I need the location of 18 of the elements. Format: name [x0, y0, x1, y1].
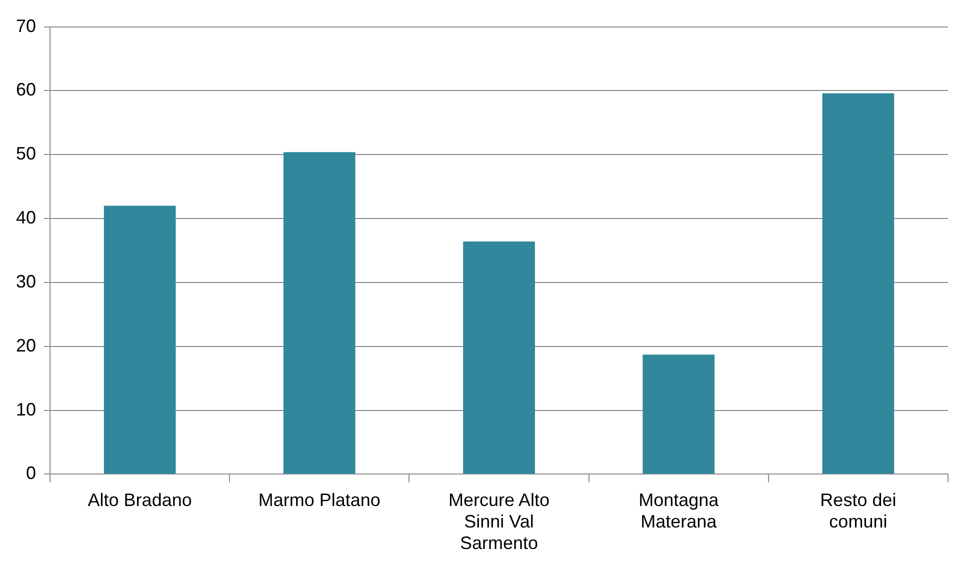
y-tick-label: 60 — [16, 80, 36, 100]
bar — [822, 93, 894, 474]
x-tick-label: Montagna Materana — [638, 490, 720, 532]
bar — [283, 152, 356, 474]
y-tick-label: 20 — [16, 335, 36, 356]
y-tick-label: 0 — [26, 463, 36, 484]
x-tick-label: Resto dei comuni — [820, 490, 896, 532]
y-tick-label: 30 — [16, 271, 36, 292]
y-tick-label: 10 — [16, 399, 36, 420]
bar — [463, 242, 535, 474]
y-tick-label: 50 — [16, 144, 36, 164]
bar — [642, 354, 715, 474]
y-tick-label: 40 — [16, 208, 36, 228]
bar — [104, 206, 176, 474]
x-tick-label: Alto Bradano — [88, 490, 192, 510]
y-tick-label: 70 — [16, 16, 36, 36]
x-tick-label: Mercure Alto Sinni Val Sarmento — [448, 490, 550, 554]
x-tick-label: Marmo Platano — [258, 490, 380, 510]
